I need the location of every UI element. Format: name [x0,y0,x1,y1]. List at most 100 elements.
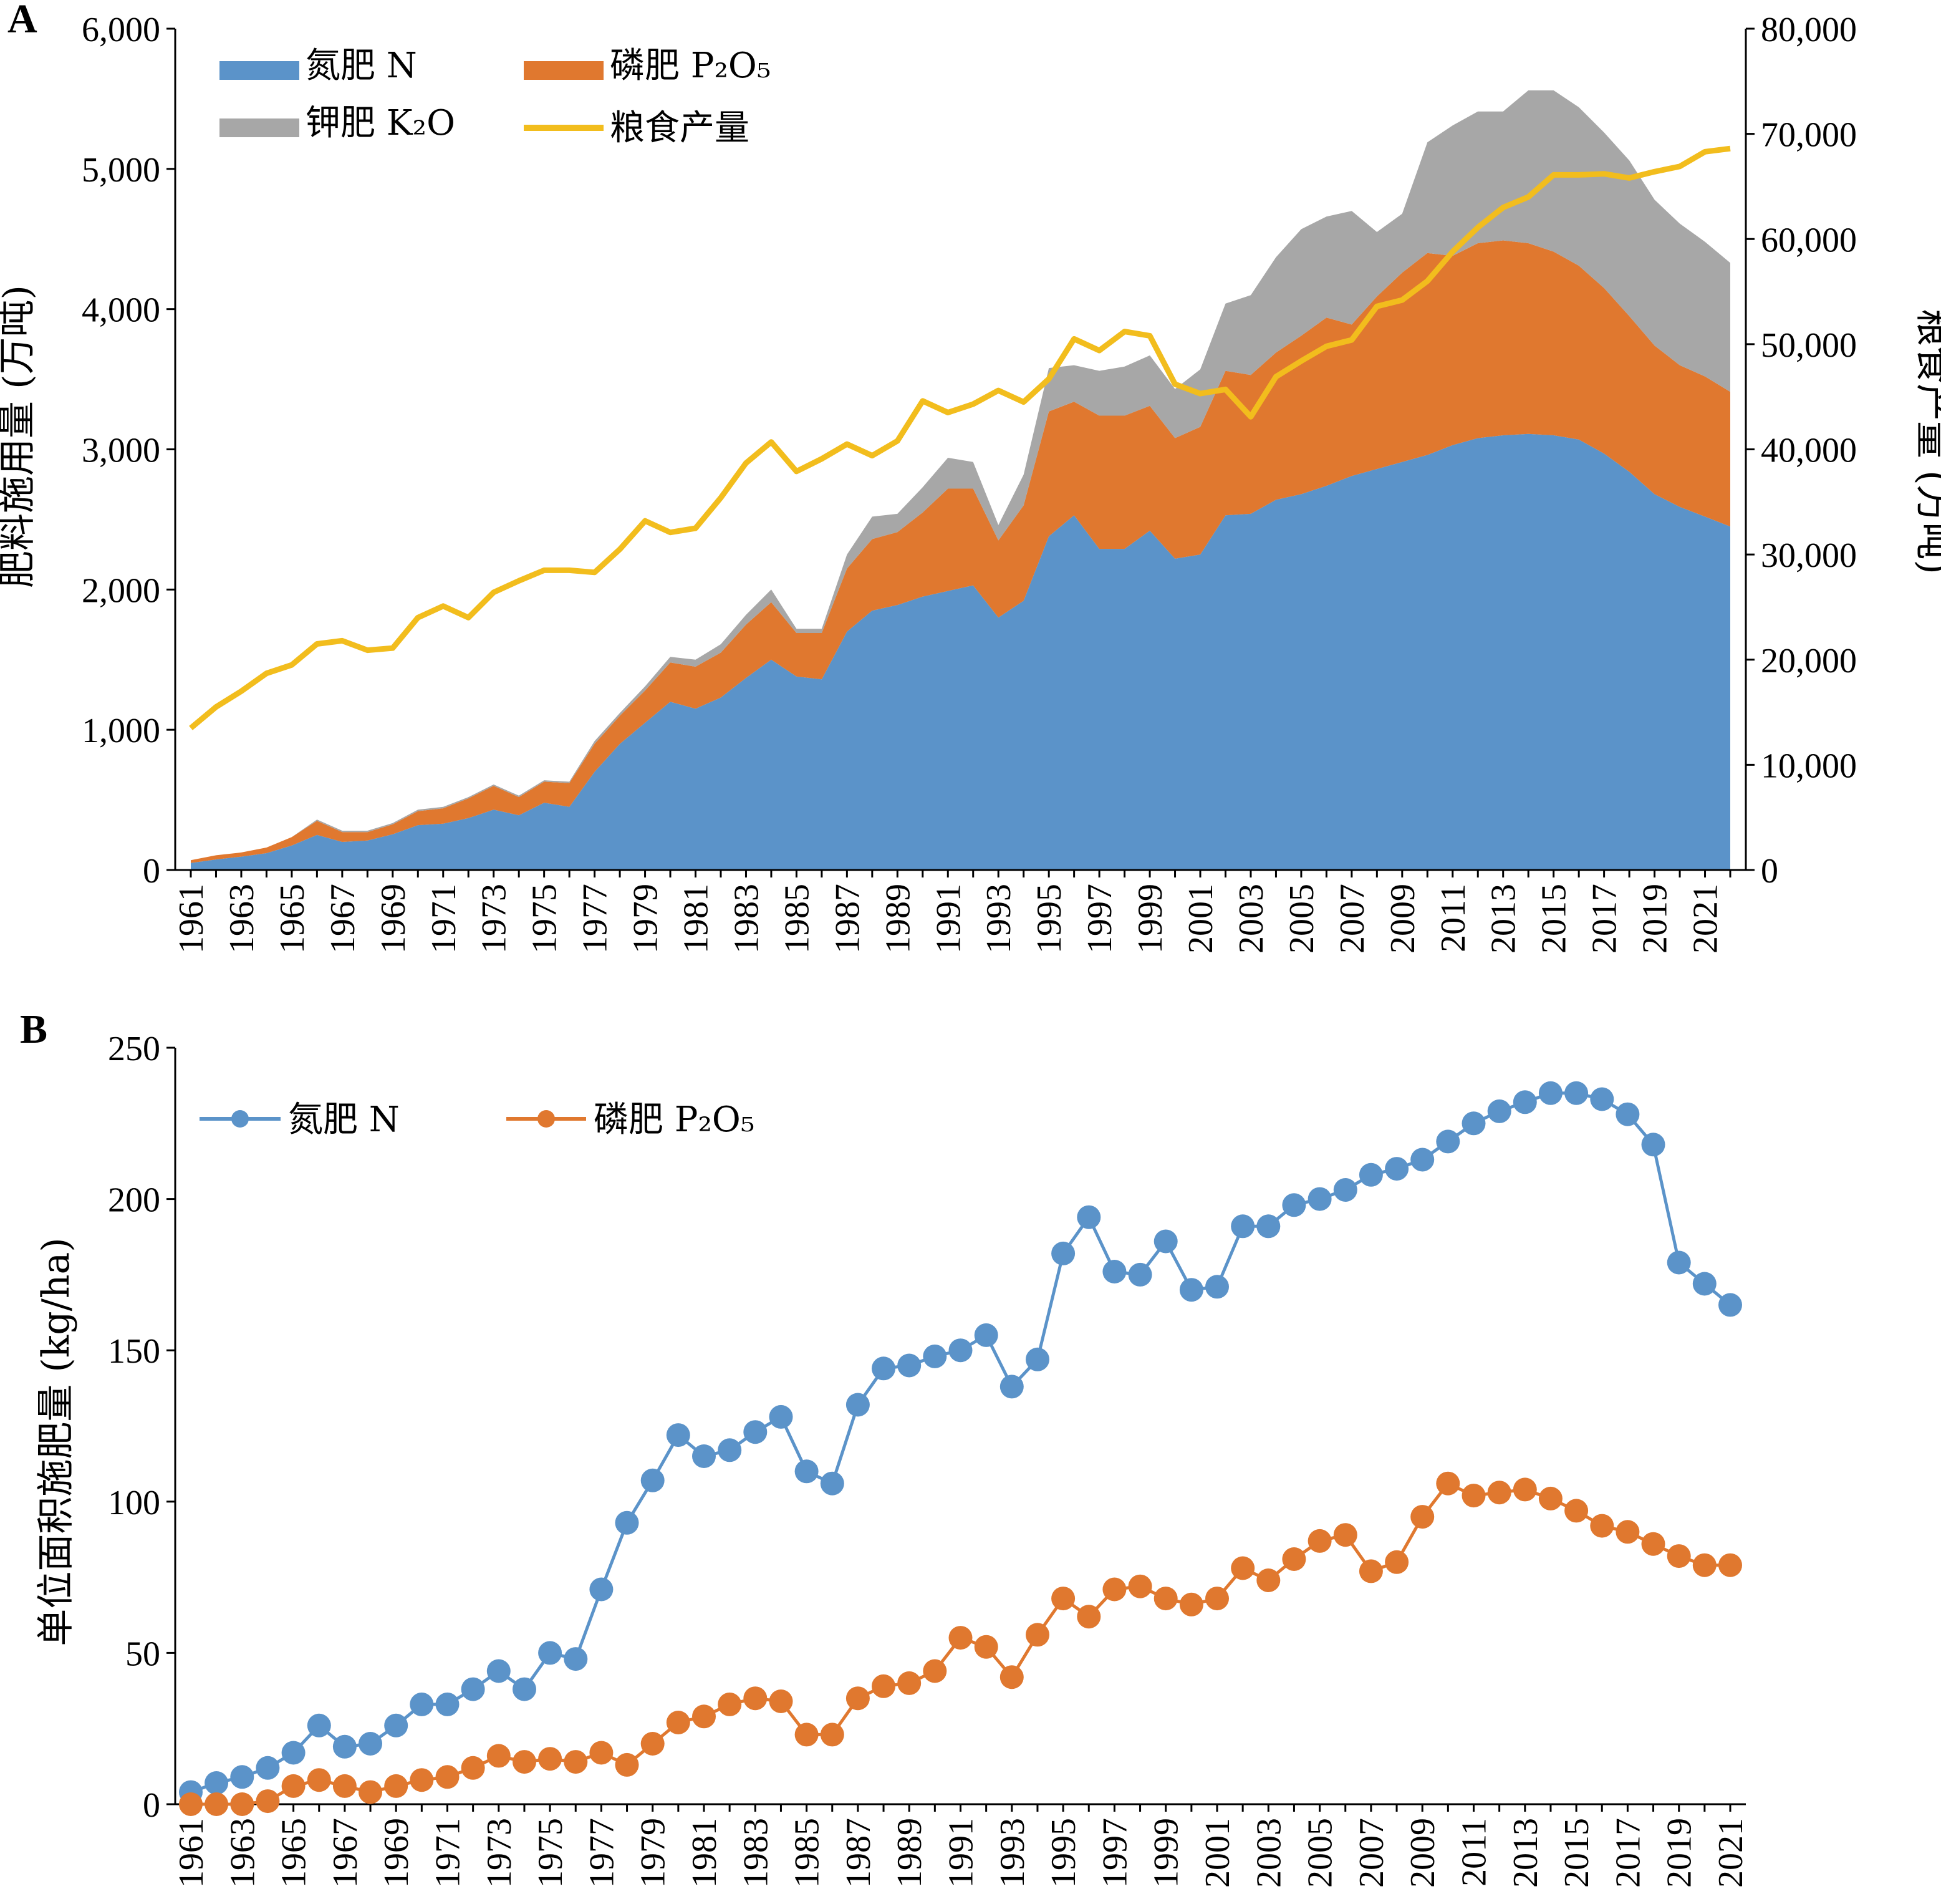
phosphate-rate-point [1102,1577,1127,1602]
panel-b-x-tick-label: 1987 [839,1818,878,1888]
phosphate-rate-point [1564,1499,1589,1523]
nitrogen-rate-point [845,1393,870,1417]
phosphate-rate-point [1641,1532,1665,1556]
panel-b-x-tick-label: 1983 [736,1818,775,1888]
nitrogen-rate-point [1102,1260,1127,1283]
panel-b-x-tick-label: 1961 [172,1818,211,1888]
phosphate-rate-point [948,1626,973,1650]
panel-a-left-tick-label: 0 [143,852,160,891]
panel-b-x-tick-label: 1999 [1147,1818,1186,1888]
phosphate-rate-point [1077,1605,1101,1629]
panel-a-x-tick-label: 1995 [1030,884,1069,954]
panel-a-x-tick-label: 1981 [677,884,716,954]
panel-a-label: A [7,0,37,42]
legend-label-potash: 钾肥 K₂O [306,103,455,143]
nitrogen-rate-point [948,1338,973,1363]
panel-a-x-tick-label: 1969 [374,884,413,954]
nitrogen-rate-point [1590,1087,1614,1111]
phosphate-rate-point [666,1711,690,1734]
panel-a-x-tick-label: 1971 [425,884,463,954]
phosphate-rate-point [359,1780,382,1804]
nitrogen-rate-point [1385,1157,1409,1181]
panel-b-left-tick-label: 250 [108,1030,160,1068]
panel-b-x-tick-label: 1969 [377,1818,416,1888]
nitrogen-rate-point [1616,1102,1640,1126]
panel-b-x-tick-label: 2007 [1352,1818,1391,1888]
nitrogen-rate-point [230,1765,254,1789]
phosphate-rate-point [205,1792,229,1816]
nitrogen-rate-point [1667,1250,1691,1275]
nitrogen-rate-point [1205,1275,1229,1299]
panel-b-x-tick-label: 1973 [480,1818,519,1888]
panel-b-x-tick-label: 1991 [942,1818,981,1888]
nitrogen-rate-point [1538,1081,1563,1105]
panel-a-x-tick-label: 1989 [879,884,917,954]
phosphate-rate-point [589,1741,614,1765]
panel-b-x-tick-label: 2009 [1404,1818,1442,1888]
phosphate-rate-point [1410,1505,1435,1529]
phosphate-rate-point [1692,1553,1717,1577]
phosphate-rate-point [513,1750,536,1774]
phosphate-rate-point [692,1704,716,1729]
panel-a-right-tick-label: 0 [1761,852,1778,891]
phosphate-rate-point [743,1686,768,1711]
panel-b-left-axis-title: 单位面积施肥量 (kg/ha) [34,1237,78,1646]
nitrogen-rate-point [564,1647,588,1671]
panel-a-right-tick-label: 80,000 [1761,11,1857,49]
nitrogen-area [191,433,1730,870]
phosphate-rate-point [1487,1481,1511,1505]
nitrogen-rate-point [1359,1162,1383,1187]
nitrogen-rate-point [589,1577,614,1602]
nitrogen-rate-point [1718,1293,1742,1317]
nitrogen-rate-point [1231,1214,1255,1239]
phosphate-rate-point [1256,1568,1281,1592]
panel-a-x-tick-label: 1993 [980,884,1018,954]
panel-a-x-tick-label: 1991 [929,884,968,954]
nitrogen-rate-point [743,1420,768,1444]
panel-a-x-tick-label: 2007 [1333,884,1372,954]
phosphate-rate-point [897,1671,922,1695]
nitrogen-rate-point [307,1713,331,1737]
nitrogen-rate-line [190,1091,1731,1794]
nitrogen-rate-point [332,1734,357,1759]
phosphate-rate-point [1333,1523,1357,1547]
panel-a-x-tick-label: 1985 [778,884,816,954]
legend-swatch-nitrogen [219,61,299,80]
nitrogen-rate-point [1487,1099,1511,1123]
phosphate-rate-point [1436,1471,1460,1496]
panel-a-left-tick-label: 4,000 [82,291,160,330]
panel-a-x-tick-label: 2001 [1182,884,1220,954]
panel-a-grain-line [189,145,1731,730]
legend-label-nitrogen-b: 氮肥 N [288,1099,400,1140]
panel-b-fertilizer-per-hectare: B 0 50 100 150 200 250 1961 1963 1965 1967 1969 197… [20,1007,1750,1888]
phosphate-rate-point [1179,1592,1203,1616]
nitrogen-rate-point [461,1677,485,1701]
phosphate-rate-point [769,1689,793,1713]
phosphate-rate-point [281,1774,306,1798]
panel-b-x-tick-label: 1971 [429,1818,468,1888]
panel-b-x-tick-label: 2011 [1455,1818,1494,1887]
panel-a-left-tick-label: 1,000 [82,712,160,750]
panel-a-x-tick-label: 1979 [627,884,665,954]
nitrogen-rate-point [1282,1193,1306,1217]
panel-a-axes: 0 1,000 2,000 3,000 4,000 5,000 6,000 0 10,000 20… [82,11,1857,954]
nitrogen-rate-point [1513,1090,1537,1114]
panel-b-axes: 0 50 100 150 200 250 1961 1963 1965 1967 1969 1971 1… [108,1030,1750,1888]
panel-b-x-tick-label: 2005 [1301,1818,1340,1888]
panel-b-x-tick-label: 2021 [1712,1818,1750,1888]
panel-b-x-tick-label: 1989 [890,1818,929,1888]
nitrogen-rate-point [640,1468,665,1492]
panel-a-x-tick-label: 1977 [576,884,615,954]
phosphate-rate-point [1616,1520,1640,1544]
panel-a-right-tick-label: 70,000 [1761,116,1857,155]
panel-b-x-tick-label: 1965 [275,1818,314,1888]
phosphate-rate-point [1385,1550,1409,1574]
phosphate-rate-point [872,1674,895,1698]
panel-b-x-tick-label: 2013 [1506,1818,1545,1888]
nitrogen-rate-point [769,1404,793,1429]
legend-marker-phosphate-b [537,1110,555,1128]
panel-b-label: B [20,1007,47,1052]
nitrogen-rate-point [1564,1081,1589,1105]
phosphate-rate-point [1282,1547,1306,1571]
